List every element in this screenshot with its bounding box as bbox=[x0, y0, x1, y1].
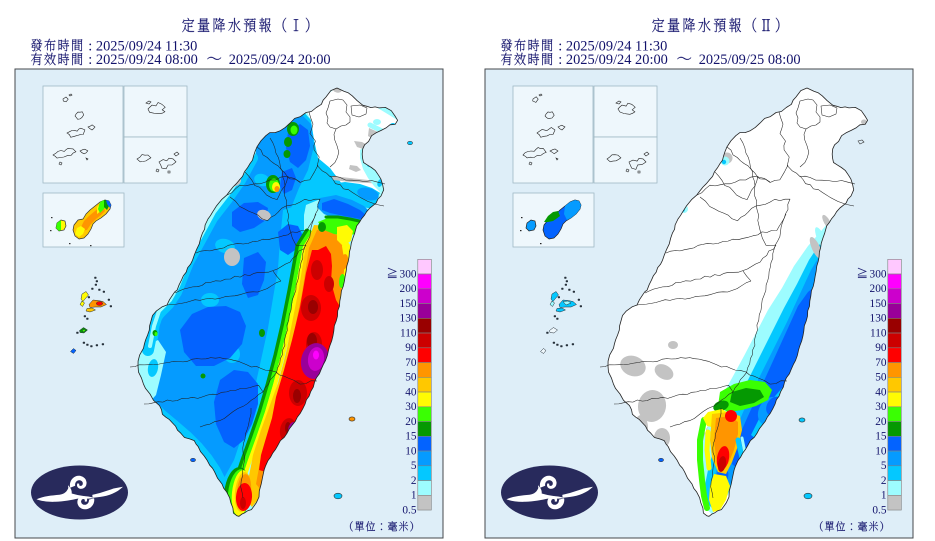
svg-text:110: 110 bbox=[870, 327, 887, 339]
svg-text:130: 130 bbox=[870, 313, 887, 325]
svg-text:20: 20 bbox=[875, 416, 887, 428]
svg-text:10: 10 bbox=[875, 445, 887, 457]
svg-text:0.5: 0.5 bbox=[402, 505, 416, 517]
svg-text:50: 50 bbox=[875, 372, 887, 384]
svg-text:200: 200 bbox=[870, 283, 887, 295]
svg-text:: 2025/09/24 11:30: : 2025/09/24 11:30 bbox=[558, 38, 667, 54]
svg-text:: 2025/09/24 11:30: : 2025/09/24 11:30 bbox=[88, 38, 197, 54]
svg-text:10: 10 bbox=[405, 445, 417, 457]
svg-text:2: 2 bbox=[411, 475, 417, 487]
svg-text:90: 90 bbox=[405, 342, 417, 354]
svg-text:15: 15 bbox=[405, 431, 417, 443]
svg-text:5: 5 bbox=[411, 460, 417, 472]
svg-text:30: 30 bbox=[405, 401, 417, 413]
svg-text:20: 20 bbox=[405, 416, 417, 428]
svg-text:50: 50 bbox=[405, 372, 417, 384]
svg-text:40: 40 bbox=[875, 386, 887, 398]
svg-text:5: 5 bbox=[881, 460, 887, 472]
svg-text:90: 90 bbox=[875, 342, 887, 354]
svg-text:130: 130 bbox=[400, 313, 417, 325]
svg-text:150: 150 bbox=[400, 298, 417, 310]
svg-text:30: 30 bbox=[875, 401, 887, 413]
svg-text:110: 110 bbox=[400, 327, 417, 339]
svg-text:300: 300 bbox=[400, 268, 417, 280]
svg-text:300: 300 bbox=[870, 268, 887, 280]
svg-text:: 2025/09/24 08:00: : 2025/09/24 08:00 bbox=[88, 52, 198, 68]
svg-text:0.5: 0.5 bbox=[872, 505, 886, 517]
svg-text:2025/09/24 20:00: 2025/09/24 20:00 bbox=[229, 52, 331, 68]
svg-text:40: 40 bbox=[405, 386, 417, 398]
svg-text:150: 150 bbox=[870, 298, 887, 310]
svg-text:15: 15 bbox=[875, 431, 887, 443]
svg-text:70: 70 bbox=[875, 357, 887, 369]
svg-text:1: 1 bbox=[881, 490, 887, 502]
svg-text:: 2025/09/24 20:00: : 2025/09/24 20:00 bbox=[558, 52, 668, 68]
svg-text:2025/09/25 08:00: 2025/09/25 08:00 bbox=[699, 52, 801, 68]
svg-text:1: 1 bbox=[411, 490, 417, 502]
svg-text:200: 200 bbox=[400, 283, 417, 295]
svg-text:2: 2 bbox=[881, 475, 887, 487]
svg-text:70: 70 bbox=[405, 357, 417, 369]
